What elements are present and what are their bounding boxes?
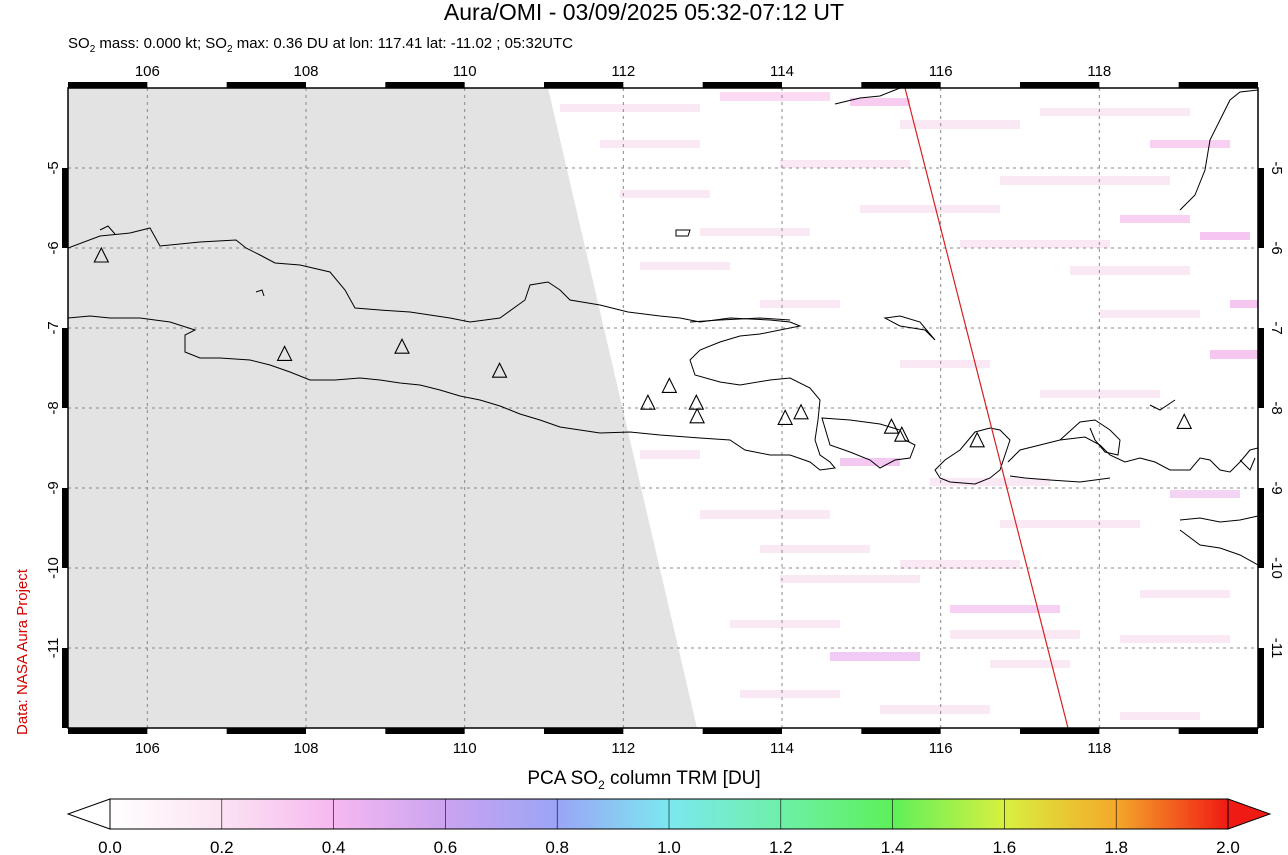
border-bar <box>861 728 941 734</box>
border-bar <box>1020 82 1100 88</box>
lat-tick-label: -5 <box>1268 161 1285 174</box>
border-bar <box>226 728 306 734</box>
colorbar-tick-label: 0.8 <box>545 838 569 855</box>
lon-tick-label: 116 <box>929 740 953 757</box>
border-bar <box>702 82 782 88</box>
map-subtitle: SO2 mass: 0.000 kt; SO2 max: 0.36 DU at … <box>68 35 573 55</box>
volcano-triangle-icon <box>689 407 706 424</box>
lat-tick-label: -11 <box>45 638 62 659</box>
border-bar <box>62 328 68 408</box>
lat-tick-label: -8 <box>45 401 62 414</box>
graticule <box>68 88 1258 728</box>
lon-tick-label: 118 <box>1087 63 1111 80</box>
volcano-triangle-icon <box>883 417 900 434</box>
border-bar <box>226 82 306 88</box>
axis-border-bars <box>62 82 1264 734</box>
border-bar <box>1178 82 1258 88</box>
volcano-triangle-icon <box>640 393 656 410</box>
colorbar-tick-label: 1.2 <box>769 838 793 855</box>
colorbar-max-arrow <box>1227 798 1272 830</box>
border-bar <box>62 488 68 568</box>
colorbar-tick-label: 0.4 <box>322 838 346 855</box>
lon-ticks-top: 106 108 110 112 114 116 118 <box>135 63 1111 80</box>
lon-tick-label: 112 <box>611 740 635 757</box>
volcano-triangle-icon <box>1176 413 1193 429</box>
border-bar <box>62 648 68 728</box>
colorbar-tick-label: 0.6 <box>434 838 458 855</box>
lat-tick-label: -9 <box>1268 481 1285 494</box>
lat-tick-label: -7 <box>1268 321 1285 334</box>
border-bar <box>861 82 941 88</box>
lon-ticks-bottom: 106 108 110 112 114 116 118 <box>135 740 1111 757</box>
lat-tick-label: -8 <box>1268 401 1285 414</box>
lon-tick-label: 118 <box>1087 740 1111 757</box>
border-bar <box>1258 648 1264 728</box>
border-bar <box>68 728 148 734</box>
lon-tick-label: 108 <box>293 740 318 757</box>
lat-tick-label: -6 <box>1268 241 1285 254</box>
lat-tick-label: -5 <box>45 161 62 174</box>
volcano-triangle-icon <box>777 409 794 425</box>
border-bar <box>544 82 624 88</box>
colorbar-tick-label: 1.4 <box>881 838 905 855</box>
volcano-triangle-icon <box>491 361 508 378</box>
max-so2-track-line <box>904 88 1069 728</box>
volcano-triangle-icon <box>276 345 293 361</box>
border-bar <box>68 82 148 88</box>
border-bar <box>702 728 782 734</box>
lon-tick-label: 110 <box>453 740 477 757</box>
volcano-triangle-icon <box>793 403 809 420</box>
border-bar <box>385 82 465 88</box>
colorbar-tick-label: 1.8 <box>1104 838 1128 855</box>
colorbar-tick-label: 0.0 <box>98 838 122 855</box>
map-title: Aura/OMI - 03/09/2025 05:32-07:12 UT <box>443 0 845 25</box>
lon-tick-label: 114 <box>770 63 794 80</box>
colorbar-title: PCA SO2 column TRM [DU] <box>527 768 761 792</box>
border-bar <box>1258 328 1264 408</box>
lon-tick-label: 106 <box>135 740 160 757</box>
lat-tick-label: -9 <box>45 481 62 494</box>
lon-tick-label: 110 <box>453 63 477 80</box>
border-bar <box>1178 728 1258 734</box>
border-bar <box>1258 488 1264 568</box>
lon-tick-label: 106 <box>135 63 160 80</box>
colorbar-tick-label: 1.6 <box>993 838 1017 855</box>
lat-ticks-left: -5 -6 -7 -8 -9 -10 -11 <box>45 161 62 658</box>
lat-tick-label: -6 <box>45 241 62 254</box>
border-bar <box>1258 168 1264 248</box>
lat-ticks-right: -5 -6 -7 -8 -9 -10 -11 <box>1268 161 1285 658</box>
colorbar-min-arrow <box>66 798 111 830</box>
lon-tick-label: 108 <box>293 63 318 80</box>
border-bar <box>62 168 68 248</box>
lat-tick-label: -10 <box>45 557 62 579</box>
lon-tick-label: 116 <box>929 63 953 80</box>
lat-tick-label: -11 <box>1268 638 1285 659</box>
lat-tick-label: -10 <box>1268 557 1285 579</box>
border-bar <box>1020 728 1100 734</box>
volcano-triangle-icon <box>893 425 910 442</box>
coastlines <box>68 88 1258 566</box>
lat-tick-label: -7 <box>45 321 62 334</box>
so2-retrieval-streaks <box>560 92 1258 720</box>
colorbar-tick-label: 2.0 <box>1216 838 1240 855</box>
volcano-triangle-icon <box>661 377 678 393</box>
volcano-triangle-icon <box>969 431 986 448</box>
volcano-triangle-icon <box>394 337 410 354</box>
colorbar-tick-label: 0.2 <box>210 838 234 855</box>
map-plot-area <box>68 88 1258 728</box>
lon-tick-label: 114 <box>770 740 794 757</box>
colorbar-tick-label: 1.0 <box>657 838 681 855</box>
border-bar <box>385 728 465 734</box>
colorbar: 0.0 0.2 0.4 0.6 0.8 1.0 1.2 1.4 1.6 1.8 2.0 <box>66 798 1272 855</box>
border-bar <box>544 728 624 734</box>
volcano-markers <box>93 246 1193 448</box>
volcano-triangle-icon <box>93 246 110 263</box>
lon-tick-label: 112 <box>611 63 635 80</box>
